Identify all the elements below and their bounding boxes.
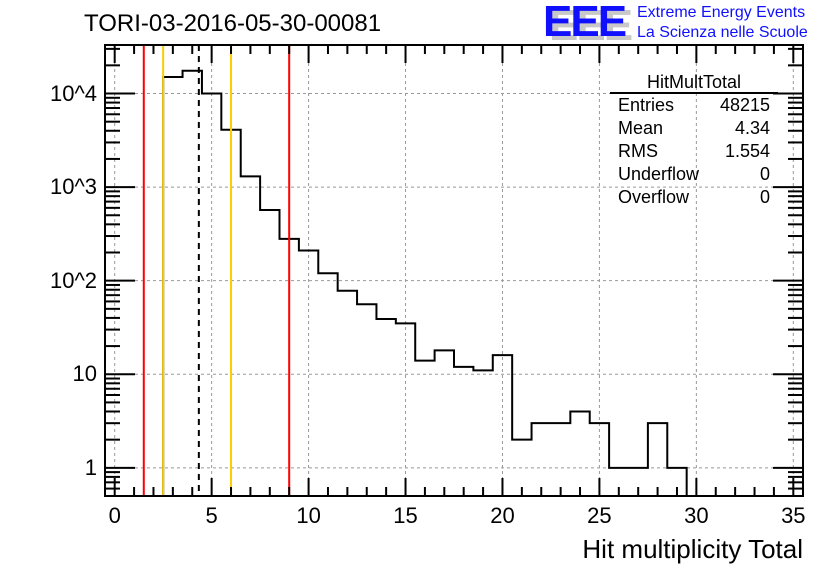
x-axis-label: Hit multiplicity Total xyxy=(582,534,803,564)
histogram-bin xyxy=(570,411,589,496)
stats-title: HitMultTotal xyxy=(610,72,778,94)
histogram-bin xyxy=(241,176,260,496)
histogram-bin xyxy=(338,291,357,496)
stats-row-overflow: Overflow 0 xyxy=(610,186,778,209)
histogram-bin xyxy=(435,350,454,496)
x-tick-label: 0 xyxy=(109,503,121,528)
histogram-bin xyxy=(532,423,551,496)
stats-label: Mean xyxy=(618,118,664,138)
stats-value: 48215 xyxy=(719,95,770,115)
x-tick-label: 25 xyxy=(587,503,611,528)
histogram-bin xyxy=(473,370,492,496)
x-tick-label: 35 xyxy=(781,503,805,528)
stats-value: 0 xyxy=(759,187,770,207)
histogram-bin xyxy=(376,319,395,496)
histogram-bin xyxy=(357,304,376,496)
stats-row-rms: RMS 1.554 xyxy=(610,140,778,163)
histogram-bin xyxy=(396,323,415,496)
stats-label: RMS xyxy=(618,141,658,161)
stats-row-underflow: Underflow 0 xyxy=(610,163,778,186)
x-tick-label: 15 xyxy=(393,503,417,528)
histogram-bin xyxy=(415,361,434,496)
logo-text: EEE xyxy=(543,0,627,46)
histogram-bin xyxy=(163,77,182,496)
histogram-bin xyxy=(318,273,337,496)
x-tick-label: 20 xyxy=(490,503,514,528)
stats-row-mean: Mean 4.34 xyxy=(610,117,778,140)
stats-value: 0 xyxy=(759,164,770,184)
stats-box: HitMultTotal Entries 48215 Mean 4.34 RMS 1.… xyxy=(610,72,778,209)
y-tick-label: 10^3 xyxy=(49,174,97,200)
stats-label: Underflow xyxy=(618,164,700,184)
chart-title: TORI-03-2016-05-30-00081 xyxy=(84,10,382,37)
histogram-bin xyxy=(299,251,318,496)
histogram-bin xyxy=(648,423,667,496)
x-tick-label: 5 xyxy=(206,503,218,528)
y-tick-label: 10 xyxy=(72,361,97,387)
histogram-bin xyxy=(454,367,473,496)
stats-value: 1.554 xyxy=(724,141,770,161)
stats-label: Overflow xyxy=(618,187,690,207)
y-tick-label: 1 xyxy=(84,454,97,480)
histogram-bin xyxy=(260,210,279,496)
y-tick-label: 10^2 xyxy=(49,267,97,293)
tagline-2: La Scienza nelle Scuole xyxy=(637,24,808,41)
stats-row-entries: Entries 48215 xyxy=(610,94,778,117)
eee-logo: EEE xyxy=(543,0,635,46)
histogram-bin xyxy=(551,423,570,496)
histogram-bin xyxy=(493,355,512,496)
y-tick-label: 10^4 xyxy=(49,80,97,106)
x-tick-label: 30 xyxy=(684,503,708,528)
plot-frame xyxy=(104,44,804,497)
histogram-line xyxy=(162,69,688,496)
stats-value: 4.34 xyxy=(734,118,770,138)
x-tick-label: 10 xyxy=(296,503,320,528)
tagline-1: Extreme Energy Events xyxy=(637,4,806,21)
histogram-bin xyxy=(202,94,221,496)
stats-label: Entries xyxy=(618,95,675,115)
